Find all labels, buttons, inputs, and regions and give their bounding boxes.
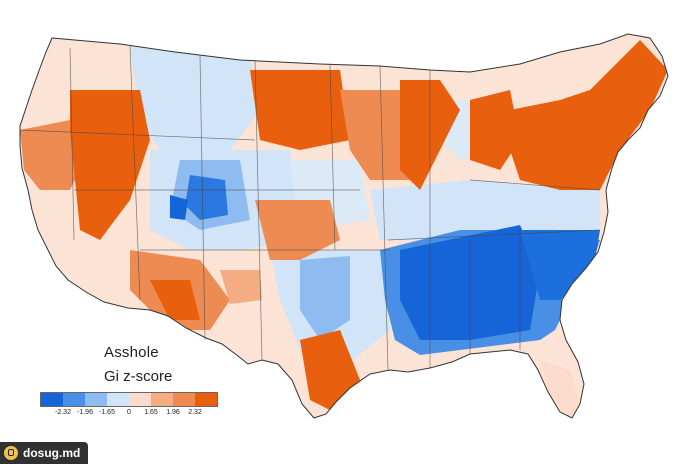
ohio-valley-region	[370, 180, 600, 240]
legend-swatch	[63, 393, 85, 406]
legend-swatch	[195, 393, 217, 406]
legend-tick-label: -1.96	[77, 409, 93, 416]
florida-region	[540, 360, 580, 418]
legend-swatch	[41, 393, 63, 406]
legend-tick-labels: -2.32 -1.96 -1.65 0 1.65 1.96 2.32	[40, 409, 220, 421]
south-texas-region	[300, 330, 360, 410]
legend-tick-label: -2.32	[55, 409, 71, 416]
legend-title: Asshole	[104, 344, 159, 361]
utah-core-region	[170, 195, 188, 220]
michigan-region	[470, 90, 520, 170]
legend-color-bar	[40, 392, 218, 407]
arizona-core-region	[150, 280, 200, 320]
watermark-text: dosug.md	[23, 446, 81, 460]
northeast-region	[510, 40, 668, 190]
padlock-logo-icon	[4, 446, 18, 460]
us-border	[19, 33, 669, 419]
carolinas-blue-region	[520, 230, 600, 300]
legend-swatch	[173, 393, 195, 406]
mountain-west-region	[130, 46, 260, 160]
kansas-region	[255, 200, 340, 260]
legend-swatch	[129, 393, 151, 406]
texas-blue-region	[300, 256, 350, 340]
dakotas-region	[250, 70, 350, 150]
legend-tick-label: 0	[127, 409, 131, 416]
legend-subtitle: Gi z-score	[104, 368, 173, 385]
watermark: dosug.md	[0, 442, 89, 464]
legend-tick-label: -1.65	[99, 409, 115, 416]
legend-swatch	[151, 393, 173, 406]
colorado-core-region	[185, 175, 228, 220]
legend-swatch	[85, 393, 107, 406]
nevada-idaho-region	[70, 90, 150, 240]
state-borders	[19, 45, 601, 371]
z-score-regions	[20, 40, 668, 418]
legend-swatch	[107, 393, 129, 406]
legend-tick-label: 2.32	[188, 409, 202, 416]
new-mexico-region	[220, 270, 262, 304]
legend-tick-label: 1.96	[166, 409, 180, 416]
legend-tick-label: 1.65	[144, 409, 158, 416]
